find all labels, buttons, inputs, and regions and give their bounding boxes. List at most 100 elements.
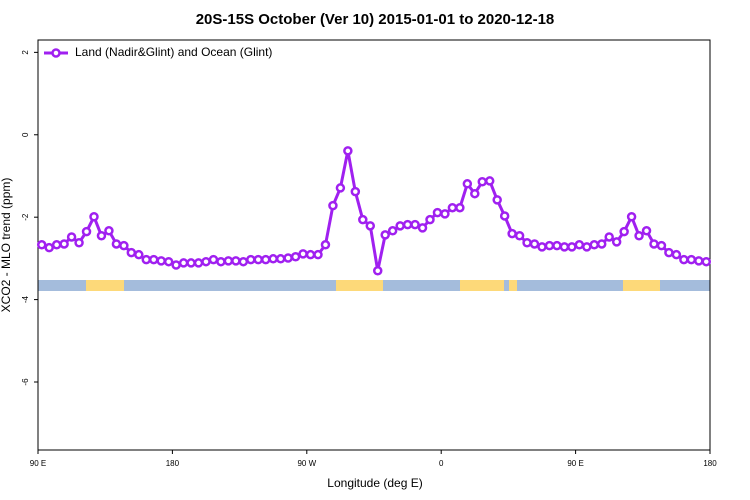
data-point [492, 195, 502, 205]
x-axis-label: Longitude (deg E) [327, 476, 422, 490]
data-point [395, 221, 405, 231]
data-point [365, 221, 376, 231]
data-point [275, 254, 286, 264]
data-point [582, 242, 592, 252]
data-point [51, 240, 62, 250]
data-point [499, 211, 510, 221]
data-point [96, 230, 107, 241]
data-point [320, 240, 331, 250]
data-point [596, 239, 607, 249]
data-point [358, 214, 368, 225]
data-point [611, 237, 622, 247]
data-point [141, 254, 152, 265]
data-point [514, 230, 525, 241]
data-point [111, 239, 122, 249]
data-point [686, 254, 697, 265]
data-point [171, 260, 181, 270]
data-point [559, 242, 570, 252]
data-point [641, 226, 652, 236]
data-point [372, 266, 383, 276]
data-point [447, 202, 458, 213]
data-point [425, 214, 435, 225]
data-point [305, 249, 316, 260]
data-point [134, 249, 144, 260]
data-point [417, 223, 428, 233]
data-point [694, 256, 704, 266]
data-point [679, 254, 689, 265]
data-point [387, 226, 398, 236]
data-point [223, 256, 234, 266]
data-point [350, 186, 361, 197]
data-point [604, 232, 614, 242]
data-point [589, 240, 600, 250]
data-point [470, 188, 480, 199]
data-point [246, 254, 256, 265]
data-point [156, 256, 166, 266]
y-tick-label: -4 [21, 295, 30, 303]
data-point [238, 256, 249, 267]
data-point [432, 207, 443, 218]
x-tick-label: 180 [166, 459, 180, 468]
data-point [484, 176, 495, 186]
data-point [522, 237, 532, 248]
data-point [335, 183, 346, 193]
y-axis-label: XCO2 - MLO trend (ppm) [0, 178, 13, 313]
data-point [544, 240, 555, 251]
x-tick-label: 90 E [567, 459, 583, 468]
data-point [656, 240, 667, 251]
data-point [619, 226, 629, 237]
data-point [74, 237, 84, 248]
data-point [193, 258, 204, 268]
x-tick-label: 90 W [297, 459, 316, 468]
data-point [537, 242, 547, 252]
data-point [298, 249, 308, 259]
legend-marker [51, 48, 61, 58]
x-tick-label: 0 [439, 459, 444, 468]
data-point [178, 258, 189, 268]
data-point [328, 200, 338, 211]
data-point [701, 256, 712, 267]
data-point [119, 240, 129, 251]
data-point [313, 249, 323, 260]
legend-label: Land (Nadir&Glint) and Ocean (Glint) [75, 45, 272, 59]
data-point [649, 239, 659, 249]
data-point [260, 254, 271, 265]
data-point [462, 179, 473, 189]
data-point [186, 258, 196, 268]
chart-title: 20S-15S October (Ver 10) 2015-01-01 to 2… [196, 11, 555, 28]
data-point [574, 240, 585, 250]
data-point [552, 240, 562, 251]
data-point [59, 239, 69, 249]
y-tick-label: -6 [21, 378, 30, 386]
data-point [343, 146, 353, 156]
data-point [148, 254, 159, 265]
data-point [507, 228, 517, 239]
data-point [567, 242, 577, 252]
data-point [380, 230, 390, 240]
x-tick-label: 90 E [30, 459, 46, 468]
y-tick-label: 2 [21, 50, 30, 55]
data-point [208, 254, 219, 265]
data-point [440, 209, 450, 219]
data-point [253, 254, 264, 265]
data-point [529, 239, 540, 249]
data-point [283, 253, 293, 263]
data-point [634, 230, 644, 241]
y-tick-label: 0 [21, 132, 30, 137]
data-point [664, 247, 674, 258]
data-point [104, 226, 114, 236]
y-tick-label: -2 [21, 213, 30, 221]
data-point [268, 254, 278, 264]
data-point [290, 251, 301, 262]
data-point [671, 249, 682, 260]
data-point [216, 256, 226, 267]
data-point [410, 219, 420, 230]
data-point [81, 226, 92, 237]
data-point [402, 219, 413, 230]
data-point [163, 256, 174, 267]
data-point [477, 176, 488, 187]
data-point [126, 247, 137, 258]
data-point [89, 212, 99, 222]
data-point [44, 242, 54, 253]
